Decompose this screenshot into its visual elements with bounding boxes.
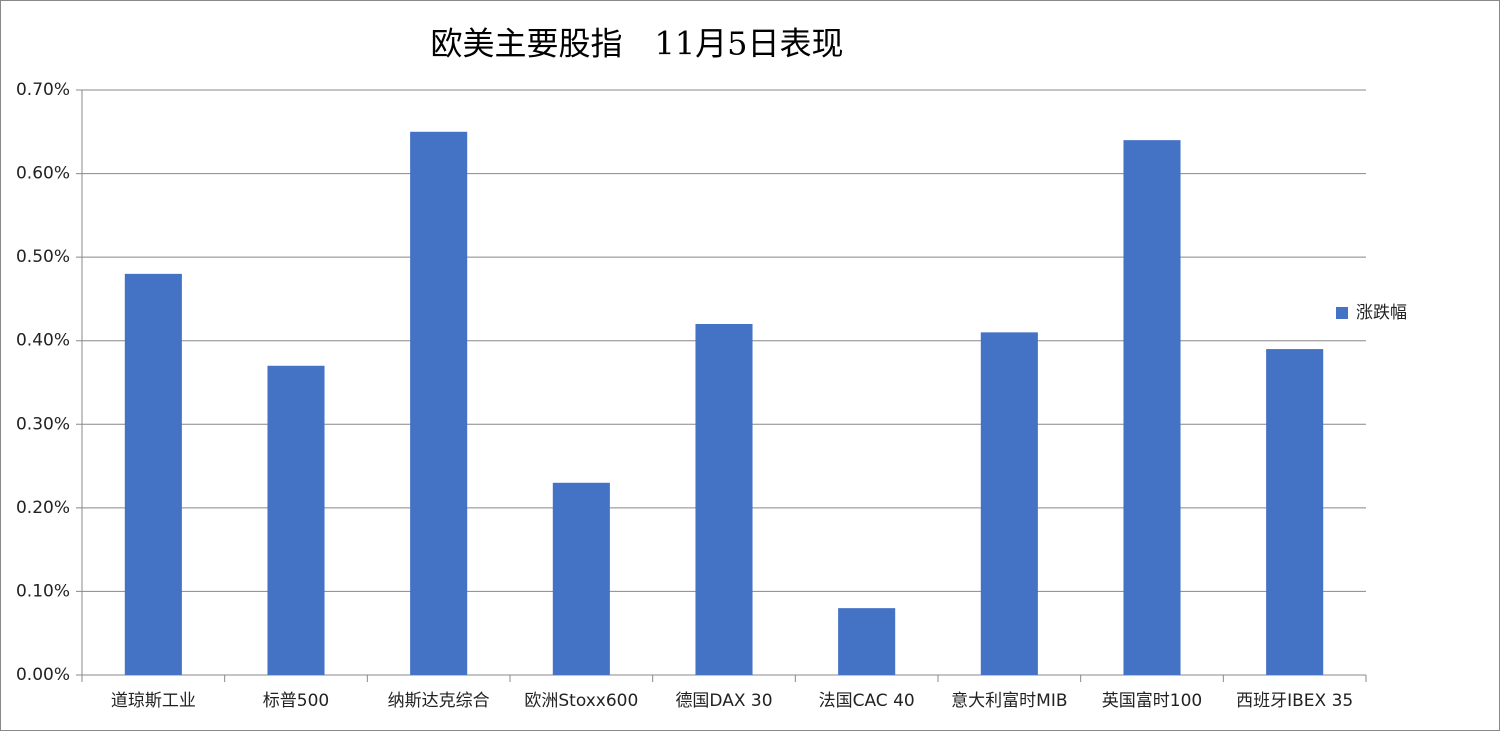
bar xyxy=(1266,349,1324,675)
bar xyxy=(552,482,610,675)
y-tick-label: 0.20% xyxy=(16,498,70,518)
x-tick-label: 法国CAC 40 xyxy=(819,691,915,711)
bar xyxy=(267,365,325,675)
x-tick-label: 西班牙IBEX 35 xyxy=(1236,691,1353,711)
y-tick-label: 0.10% xyxy=(16,581,70,601)
bar xyxy=(980,332,1038,675)
bar xyxy=(124,273,182,675)
bar xyxy=(695,324,753,675)
y-tick-label: 0.60% xyxy=(16,164,70,184)
bar xyxy=(838,608,896,675)
y-tick-label: 0.30% xyxy=(16,414,70,434)
y-tick-label: 0.70% xyxy=(16,80,70,100)
x-tick-label: 道琼斯工业 xyxy=(111,691,196,711)
chart-title: 欧美主要股指 11月5日表现 xyxy=(430,25,843,63)
y-tick-label: 0.50% xyxy=(16,247,70,267)
y-tick-label: 0.00% xyxy=(16,665,70,685)
x-tick-label: 德国DAX 30 xyxy=(675,691,772,711)
x-tick-label: 欧洲Stoxx600 xyxy=(524,691,638,711)
x-tick-label: 意大利富时MIB xyxy=(951,691,1067,711)
y-tick-label: 0.40% xyxy=(16,331,70,351)
x-tick-label: 标普500 xyxy=(263,691,329,711)
legend-swatch xyxy=(1336,307,1348,319)
legend-label: 涨跌幅 xyxy=(1356,303,1407,323)
bar xyxy=(410,131,468,676)
x-tick-label: 英国富时100 xyxy=(1102,691,1202,711)
x-tick-label: 纳斯达克综合 xyxy=(388,691,490,711)
bar xyxy=(1123,140,1181,676)
